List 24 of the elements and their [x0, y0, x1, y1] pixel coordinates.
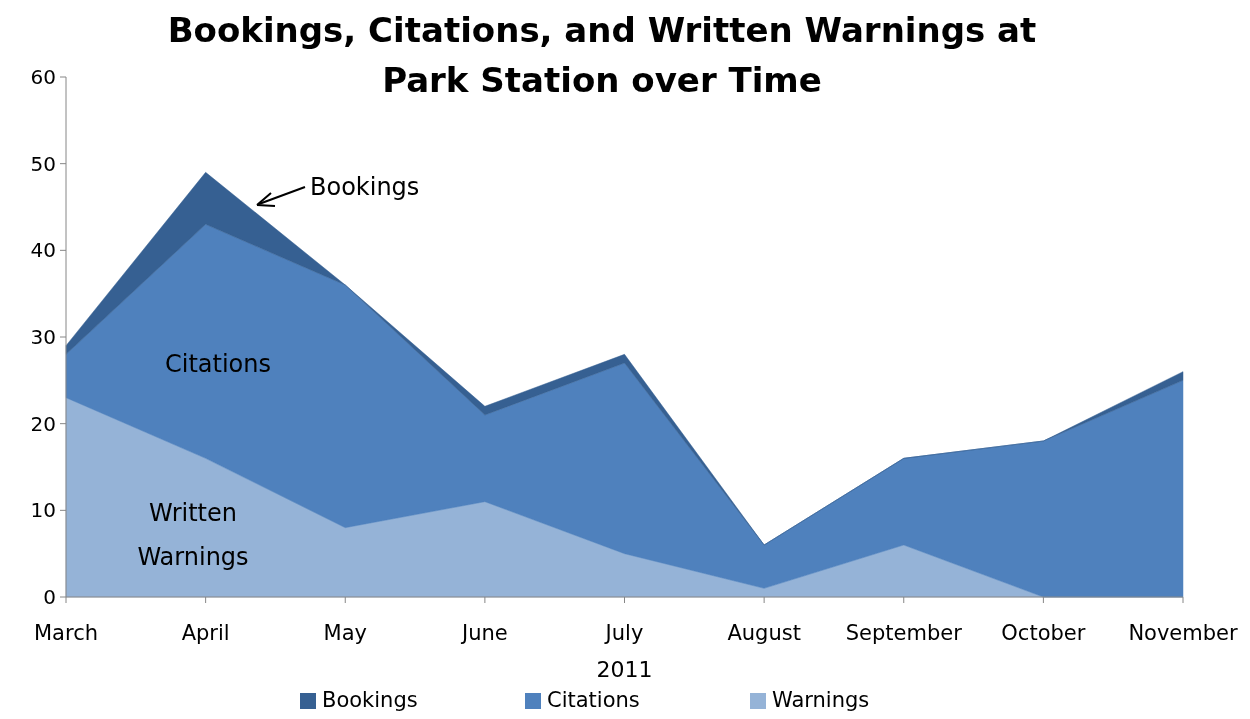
x-tick-label: August [727, 621, 801, 645]
annotation: Written Warnings [137, 499, 249, 572]
chart-title: Bookings, Citations, and Written Warnings at Park Station over Time [167, 10, 1037, 100]
x-axis-title: 2011 [596, 657, 653, 682]
y-tick-label: 50 [30, 151, 56, 176]
x-tick-label: April [181, 621, 230, 645]
y-tick-label: 20 [30, 411, 56, 436]
y-tick-label: 10 [30, 498, 56, 523]
legend-label: Bookings [322, 688, 418, 712]
y-tick-label: 0 [43, 585, 56, 609]
y-tick-label: 40 [30, 238, 56, 263]
x-tick-label: May [323, 621, 367, 645]
annotation: Bookings [310, 173, 420, 201]
y-tick-label: 60 [30, 65, 56, 89]
x-tick-label: September [845, 621, 963, 645]
annotation: Citations [164, 350, 272, 379]
legend-label: Warnings [772, 688, 870, 712]
legend-label: Citations [547, 688, 640, 712]
x-tick-label: October [1001, 621, 1086, 645]
y-tick-label: 30 [30, 325, 56, 349]
x-tick-label: June [460, 621, 508, 645]
x-tick-label: November [1128, 621, 1238, 645]
x-tick-label: July [603, 621, 644, 645]
x-tick-label: March [33, 621, 99, 645]
